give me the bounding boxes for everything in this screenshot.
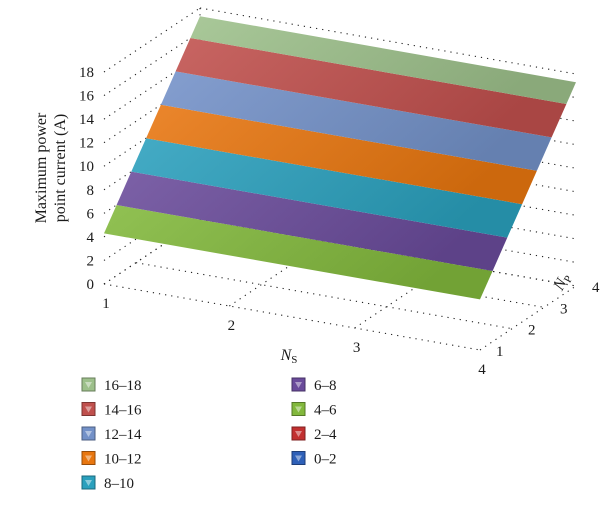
surface-band-10-12 xyxy=(146,104,537,205)
gridline-z-side-4 xyxy=(103,125,201,191)
gridline-floor-ns-0 xyxy=(103,219,201,285)
legend-item: 6–8 xyxy=(291,377,337,394)
surface-band-14-16 xyxy=(175,38,567,138)
legend-label: 6–8 xyxy=(314,378,337,394)
gridline-floor-ns-2 xyxy=(354,263,451,329)
legend-label: 12–14 xyxy=(104,427,142,443)
ns-axis-title: NS xyxy=(280,347,298,366)
legend-item: 2–4 xyxy=(291,426,337,443)
legend-label: 0–2 xyxy=(314,452,337,468)
gridline-z-side-9 xyxy=(103,7,201,73)
gridline-floor-np-0 xyxy=(103,283,481,351)
surface-band-16-18 xyxy=(190,16,576,105)
surface-band-6-8 xyxy=(116,171,508,271)
surface-band-8-10 xyxy=(131,138,523,238)
z-tick-16: 16 xyxy=(79,89,95,105)
legend-item: 12–14 xyxy=(81,426,142,443)
legend-item: 16–18 xyxy=(81,377,142,394)
np-tick-4: 4 xyxy=(592,280,600,296)
gridline-z-side-5 xyxy=(103,101,201,167)
legend-swatch-highlight xyxy=(85,480,92,486)
legend-label: 10–12 xyxy=(104,452,142,468)
legend-swatch-highlight xyxy=(85,455,92,462)
np-tick-2: 2 xyxy=(528,323,536,339)
z-axis-title-line2: point current (A) xyxy=(52,114,69,222)
legend-label: 14–16 xyxy=(104,403,142,419)
z-tick-4: 4 xyxy=(87,230,95,246)
gridline-z-side-1 xyxy=(103,195,201,261)
z-axis-title-line1: Maximum power xyxy=(33,112,50,223)
gridline-z-side-8 xyxy=(103,31,201,97)
surface-band-12-14 xyxy=(160,71,552,171)
gridline-floor-ns-3 xyxy=(479,285,577,351)
legend-item: 0–2 xyxy=(291,451,337,468)
np-tick-3: 3 xyxy=(560,301,568,317)
legend-item: 4–6 xyxy=(291,402,337,419)
np-axis-title: NP xyxy=(550,270,575,295)
legend-swatch-highlight xyxy=(295,406,302,413)
ns-tick-4: 4 xyxy=(478,362,486,378)
legend: 16–18 14–16 12–14 10–12 8–10 6–8 4–6 2–4 0–2 xyxy=(81,377,337,492)
gridline-floor-ns-1 xyxy=(229,241,326,307)
legend-label: 8–10 xyxy=(104,476,134,492)
z-tick-10: 10 xyxy=(79,159,94,175)
legend-swatch-highlight xyxy=(85,382,92,388)
ns-tick-1: 1 xyxy=(102,296,110,312)
legend-swatch-highlight xyxy=(295,431,302,437)
z-tick-8: 8 xyxy=(87,183,95,199)
surface xyxy=(104,16,576,300)
z-tick-6: 6 xyxy=(87,206,95,222)
legend-swatch-highlight xyxy=(85,431,92,437)
z-tick-12: 12 xyxy=(79,136,94,152)
legend-swatch-highlight xyxy=(295,382,302,388)
legend-label: 2–4 xyxy=(314,427,337,443)
legend-item: 8–10 xyxy=(81,475,134,492)
legend-swatch-highlight xyxy=(85,406,92,413)
z-axis-title: Maximum power point current (A) xyxy=(33,112,69,223)
z-tick-0: 0 xyxy=(87,277,95,293)
z-tick-14: 14 xyxy=(79,112,95,128)
legend-swatch-highlight xyxy=(295,455,302,462)
np-tick-1: 1 xyxy=(496,344,504,360)
legend-item: 14–16 xyxy=(81,402,142,419)
legend-item: 10–12 xyxy=(81,451,142,468)
z-tick-2: 2 xyxy=(87,253,95,269)
gridline-z-side-7 xyxy=(103,54,201,120)
gridline-z-side-6 xyxy=(103,78,201,144)
ns-tick-2: 2 xyxy=(228,318,236,334)
legend-label: 16–18 xyxy=(104,378,142,394)
surface-band-4-6 xyxy=(104,205,493,300)
ns-tick-3: 3 xyxy=(353,340,361,356)
legend-label: 4–6 xyxy=(314,403,337,419)
z-tick-18: 18 xyxy=(79,65,94,81)
